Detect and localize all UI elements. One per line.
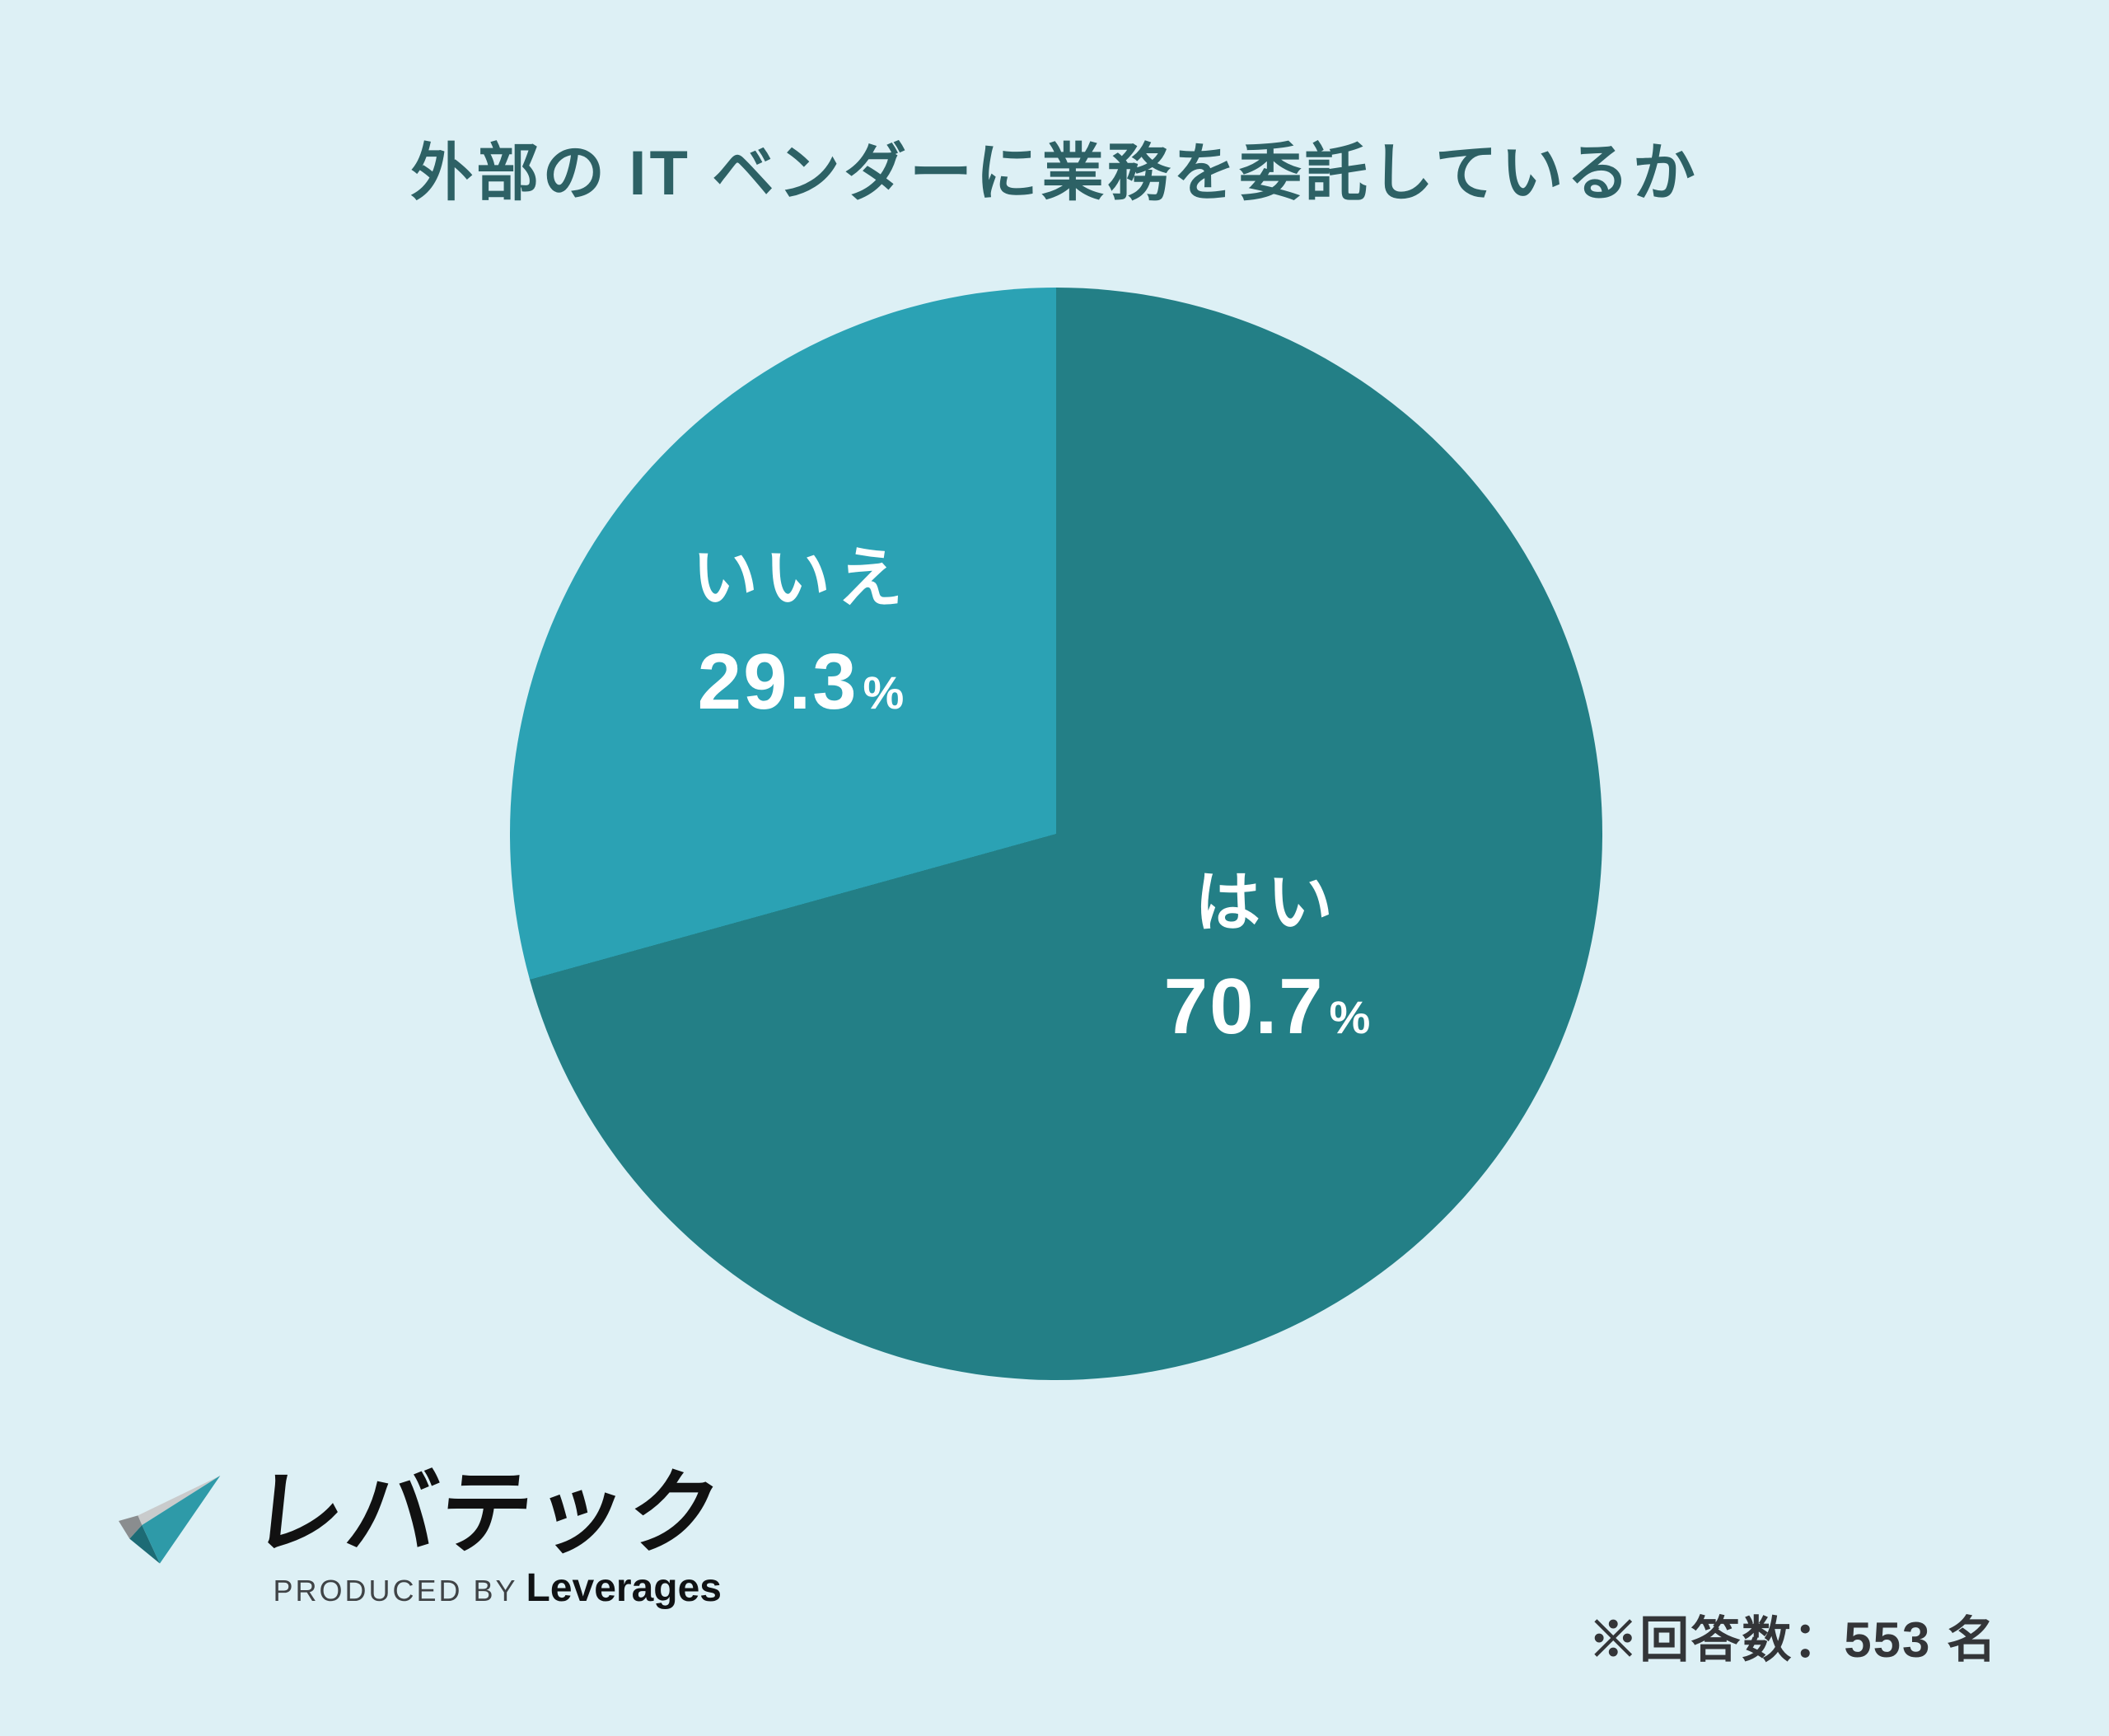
slice-no-value-line: 29.3% — [570, 643, 1031, 722]
logo-company-text: Leverages — [526, 1565, 722, 1610]
logo-text-column: レバテック PRODUCED BY Leverages — [246, 1462, 727, 1611]
pie-chart — [510, 288, 1602, 1380]
slice-yes-value: 70.7 — [1163, 962, 1325, 1050]
levtech-logo-icon — [119, 1476, 221, 1564]
slice-no-value: 29.3 — [697, 638, 858, 726]
chart-title: 外部の IT ベンダーに業務を委託しているか — [410, 138, 1699, 208]
slice-yes-category: はい — [1195, 866, 1340, 939]
respondent-count-note: ※回答数：553 名 — [1588, 1612, 1998, 1668]
slice-no-percent-sign: % — [863, 667, 905, 718]
slice-yes-percent-sign: % — [1329, 991, 1371, 1043]
slice-no-category: いいえ — [692, 541, 910, 615]
levtech-logo: レバテック PRODUCED BY Leverages — [107, 1462, 727, 1611]
slice-yes-value-line: 70.7% — [1036, 967, 1498, 1046]
logo-produced-by-text: PRODUCED BY — [273, 1573, 518, 1607]
slice-label-no: いいえ 29.3% — [570, 545, 1031, 722]
slice-label-yes: はい 70.7% — [1036, 870, 1498, 1046]
logo-produced-line: PRODUCED BY Leverages — [252, 1565, 722, 1611]
logo-brand-text: レバテック — [246, 1462, 727, 1565]
